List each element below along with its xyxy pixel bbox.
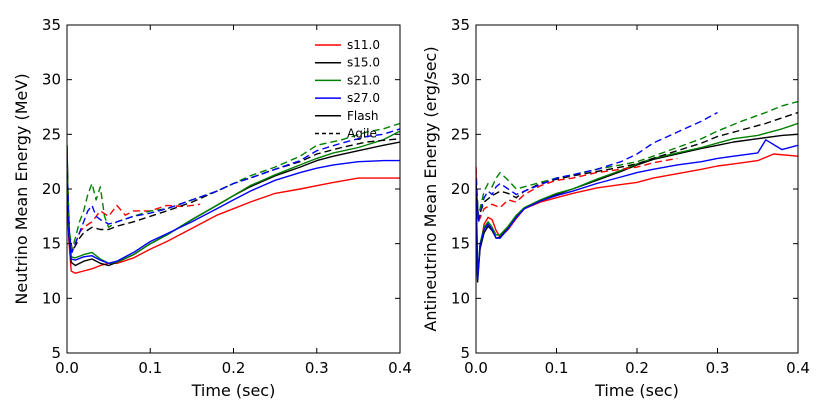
series-line-s11-0-agile [476, 157, 678, 223]
legend-label-s11-0: s11.0 [347, 38, 380, 52]
y-tick-label: 5 [51, 344, 61, 362]
x-tick-label: 0.0 [55, 359, 79, 377]
y-tick-label: 25 [42, 125, 61, 143]
series-line-s27-0-flash [476, 139, 798, 280]
y-axis-label: Antineutrino Mean Energy (erg/sec) [421, 46, 440, 331]
y-tick-label: 5 [460, 344, 470, 362]
y-tick-label: 15 [42, 235, 61, 253]
series-line-s27-0-flash [67, 156, 400, 264]
y-tick-label: 10 [451, 289, 470, 307]
y-tick-label: 10 [42, 289, 61, 307]
legend-label-agile: Agile [347, 127, 377, 141]
series-group [476, 100, 798, 283]
y-tick-label: 15 [451, 235, 470, 253]
series-line-s21-0-agile [476, 100, 798, 218]
left-panel: 0.0 0.1 0.2 0.3 0.4 5 10 15 20 25 30 35 Time (sec) Ne… [12, 16, 412, 400]
y-axis-label: Neutrino Mean Energy (MeV) [12, 73, 31, 304]
x-axis-label: Time (sec) [594, 381, 679, 400]
legend: s11.0 s15.0 s21.0 s27.0 Flash Agile [315, 38, 380, 141]
y-tick-label: 20 [451, 180, 470, 198]
y-tick-label: 30 [451, 71, 470, 89]
y-tick-label: 30 [42, 71, 61, 89]
series-line-s21-0-flash [476, 122, 798, 278]
x-tick-label: 0.3 [706, 359, 730, 377]
right-panel: 0.0 0.1 0.2 0.3 0.4 5 10 15 20 25 30 35 Time (sec) An… [421, 16, 810, 400]
y-tick-label: 35 [42, 16, 61, 34]
x-tick-label: 0.4 [786, 359, 810, 377]
legend-label-s15-0: s15.0 [347, 56, 380, 70]
y-tick-label: 35 [451, 16, 470, 34]
series-group [67, 122, 400, 274]
legend-label-flash: Flash [347, 109, 378, 123]
x-axis-label: Time (sec) [191, 381, 276, 400]
series-line-s15-0-agile [476, 111, 798, 221]
y-tick-label: 25 [451, 125, 470, 143]
legend-label-s21-0: s21.0 [347, 73, 380, 87]
series-line-s27-0-agile [67, 128, 400, 254]
series-line-s21-0-flash [67, 130, 400, 264]
y-tick-label: 20 [42, 180, 61, 198]
axes-frame [475, 24, 799, 354]
x-tick-label: 0.2 [625, 359, 649, 377]
series-line-s11-0-flash [476, 153, 798, 278]
x-tick-label: 0.4 [388, 359, 412, 377]
legend-label-s27-0: s27.0 [347, 91, 380, 105]
series-line-s15-0-flash [476, 133, 798, 283]
x-tick-label: 0.0 [464, 359, 488, 377]
x-tick-label: 0.1 [545, 359, 569, 377]
x-tick-label: 0.3 [305, 359, 329, 377]
series-line-s11-0-agile [67, 167, 201, 250]
series-line-s15-0-agile [67, 138, 400, 253]
series-line-s27-0-agile [476, 111, 718, 223]
x-tick-label: 0.1 [138, 359, 162, 377]
x-tick-label: 0.2 [222, 359, 246, 377]
series-line-s11-0-flash [67, 150, 400, 274]
series-line-s21-0-agile [67, 122, 400, 250]
series-line-s15-0-flash [67, 141, 400, 267]
